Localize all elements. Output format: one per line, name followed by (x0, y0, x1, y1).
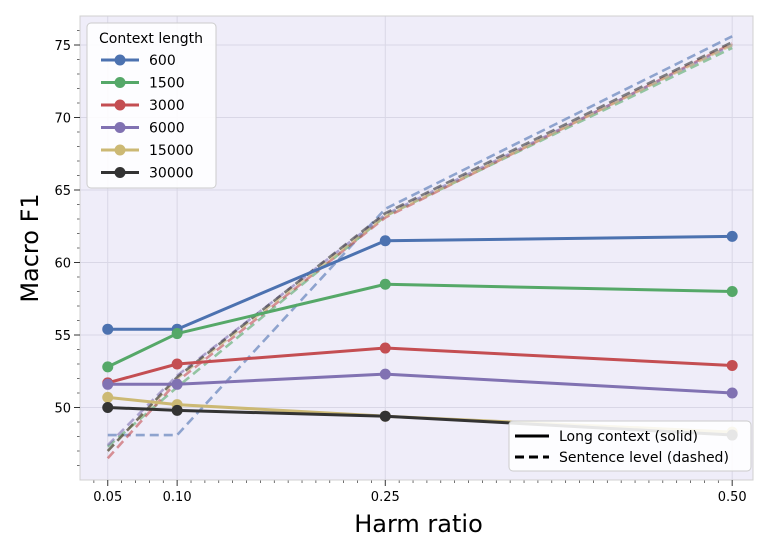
style-legend-label-solid: Long context (solid) (559, 429, 698, 445)
x-tick-label: 0.50 (718, 490, 747, 505)
x-tick-label: 0.05 (93, 490, 122, 505)
y-tick-label: 65 (54, 184, 71, 199)
data-point-30000 (171, 404, 183, 416)
legend-marker-1500 (114, 77, 126, 88)
data-point-6000 (379, 368, 391, 380)
legend-marker-6000 (114, 122, 126, 133)
legend-label-6000: 6000 (149, 121, 185, 137)
x-tick-label: 0.10 (163, 490, 192, 505)
solid-series-group (102, 230, 738, 441)
style-legend-label-dashed: Sentence level (dashed) (559, 450, 729, 466)
dashed-series-30000 (106, 40, 733, 452)
y-axis-ticks: 50 55 60 65 70 75 (54, 39, 80, 417)
plot-frame (79, 15, 754, 481)
y-tick-label: 60 (54, 257, 71, 272)
data-point-1500 (726, 286, 738, 297)
data-point-600 (102, 323, 114, 335)
data-point-6000 (171, 378, 183, 390)
data-point-6000 (726, 387, 738, 399)
y-tick-label: 50 (54, 402, 71, 417)
legend-label-30000: 30000 (149, 166, 194, 182)
line-style-legend: Long context (solid) Sentence level (dash… (508, 420, 752, 472)
legend-marker-30000 (114, 167, 126, 178)
data-point-600 (726, 230, 738, 242)
solid-series-600 (107, 234, 733, 331)
data-point-3000 (726, 359, 738, 371)
x-axis-title: Harm ratio (354, 510, 483, 538)
data-point-1500 (102, 361, 114, 373)
data-point-3000 (379, 342, 391, 354)
data-point-15000 (102, 391, 114, 403)
legend-label-3000: 3000 (149, 98, 185, 114)
data-point-30000 (102, 402, 114, 413)
legend-marker-600 (114, 54, 126, 66)
data-point-6000 (102, 378, 114, 390)
style-legend-box (508, 420, 752, 472)
legend-marker-15000 (114, 144, 126, 156)
y-tick-label: 70 (54, 112, 71, 127)
legend-title: Context length (99, 31, 203, 47)
data-point-600 (379, 235, 391, 247)
dashed-series-600 (107, 35, 733, 437)
data-point-1500 (171, 328, 183, 340)
x-tick-label: 0.25 (371, 490, 400, 505)
solid-series-1500 (107, 282, 733, 369)
legend-marker-3000 (114, 99, 126, 111)
solid-series-3000 (107, 346, 733, 385)
legend-label-1500: 1500 (149, 76, 185, 92)
data-point-30000 (379, 410, 391, 422)
x-axis-ticks: 0.05 0.10 0.25 0.50 (93, 480, 747, 505)
context-length-legend: Context length 600 1500 3000 6000 15000 30000 (86, 22, 217, 189)
y-tick-label: 75 (54, 39, 71, 54)
solid-series-6000 (107, 372, 733, 395)
legend-label-600: 600 (149, 53, 176, 69)
data-point-1500 (379, 278, 391, 290)
data-point-3000 (171, 358, 183, 370)
y-axis-title: Macro F1 (16, 193, 44, 302)
legend-label-15000: 15000 (149, 143, 194, 159)
y-tick-label: 55 (54, 329, 71, 344)
